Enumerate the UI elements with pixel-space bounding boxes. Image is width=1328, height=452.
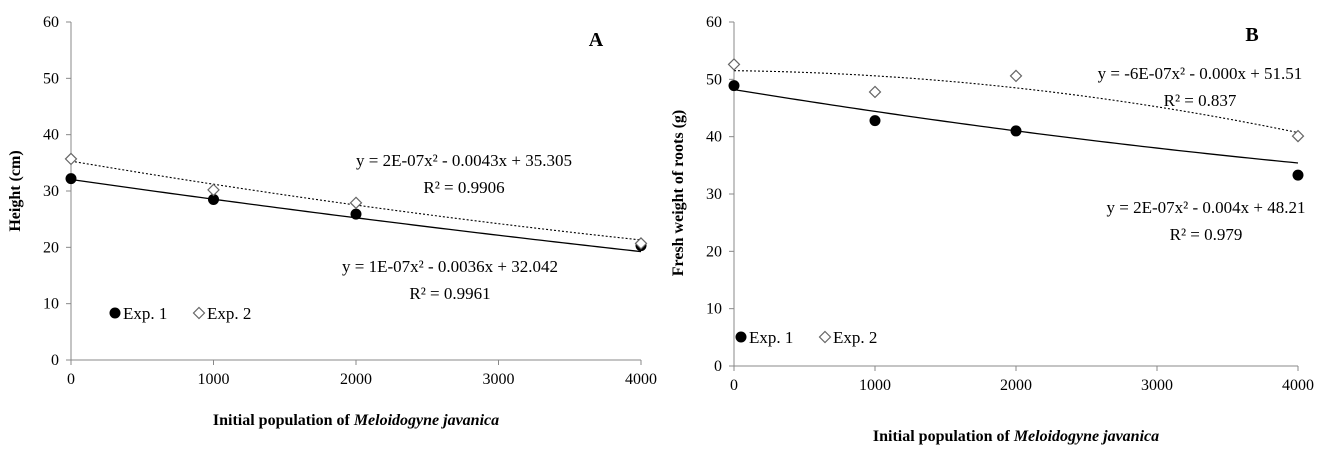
panel-a-y-tick-label: 30 xyxy=(43,183,59,200)
panel-a-series-1-point xyxy=(65,173,77,185)
panel-b-series-1-point xyxy=(1010,125,1022,137)
panel-b-legend-exp2-label: Exp. 2 xyxy=(833,328,877,347)
panel-b-y-tick-label: 10 xyxy=(706,301,722,318)
panel-a-x-axis-title-species: Meloidogyne javanica xyxy=(353,412,499,429)
panel-a-series-2-point xyxy=(207,183,220,197)
panel-b-x-axis-title: Initial population of Meloidogyne javani… xyxy=(873,428,1159,445)
panel-a-series-2-equation: y = 2E-07x² - 0.0043x + 35.305 xyxy=(356,151,572,170)
panel-a-series-1-equation: y = 1E-07x² - 0.0036x + 32.042 xyxy=(342,257,558,276)
panel-a-label: A xyxy=(589,29,604,51)
panel-a-x-tick-label: 1000 xyxy=(198,371,230,388)
panel-b-series-1-equation: y = 2E-07x² - 0.004x + 48.21 xyxy=(1107,198,1306,217)
panel-a-y-tick-label: 10 xyxy=(43,296,59,313)
panel-b-y-tick-label: 50 xyxy=(706,71,722,88)
panel-b-y-axis-title: Fresh weight of roots (g) xyxy=(670,110,687,277)
panel-b-series-2-point xyxy=(727,58,741,71)
panel-a-y-tick-label: 0 xyxy=(51,352,59,369)
panel-b-series-1-point xyxy=(1292,169,1304,181)
panel-b-x-tick-label: 2000 xyxy=(1000,377,1032,394)
panel-b-series-2-trendline xyxy=(733,70,1299,134)
panel-a-x-tick-label: 0 xyxy=(67,371,75,388)
panel-b-label: B xyxy=(1245,24,1258,46)
panel-b-legend-exp2-marker xyxy=(818,330,832,344)
panel-a-legend-exp2-label: Exp. 2 xyxy=(207,304,251,323)
panel-a-x-tick-label: 3000 xyxy=(483,371,515,388)
panel-a-legend-exp1-marker xyxy=(109,307,121,319)
panel-a-y-tick-label: 50 xyxy=(43,70,59,87)
panel-b-x-tick-label: 4000 xyxy=(1282,377,1314,394)
panel-a-series-1-r2: R² = 0.9961 xyxy=(409,284,490,303)
panel-a-x-tick-label: 4000 xyxy=(625,371,657,388)
panel-a-x-tick-label: 2000 xyxy=(340,371,372,388)
panel-b-series-2-point xyxy=(1009,69,1023,83)
panel-b-x-axis-title-species: Meloidogyne javanica xyxy=(1013,428,1159,445)
panel-b-series-1-point xyxy=(728,80,740,92)
panel-a-x-axis-title-prefix: Initial population of xyxy=(213,412,354,429)
panel-b-y-tick-label: 40 xyxy=(706,129,722,146)
panel-a-y-tick-label: 20 xyxy=(43,239,59,256)
panel-b-y-tick-label: 20 xyxy=(706,243,722,260)
panel-b-y-tick-label: 30 xyxy=(706,186,722,203)
panel-b-legend-exp1-marker xyxy=(735,331,747,343)
panel-a-legend-exp1-label: Exp. 1 xyxy=(123,304,167,323)
panel-a-y-axis-title: Height (cm) xyxy=(7,150,24,231)
panel-b-series-2-r2: R² = 0.837 xyxy=(1164,91,1237,110)
panel-a-series-2-r2: R² = 0.9906 xyxy=(423,178,504,197)
panel-b-x-tick-label: 0 xyxy=(730,377,738,394)
panel-a-y-tick-label: 40 xyxy=(43,127,59,144)
panel-b-series-2-point xyxy=(868,85,882,99)
panel-b-series-2-point xyxy=(1291,129,1305,143)
panel-a-series-1-point xyxy=(350,208,362,220)
panel-b-x-tick-label: 1000 xyxy=(859,377,891,394)
panel-b-legend-exp1-label: Exp. 1 xyxy=(749,328,793,347)
panel-b-series-1-point xyxy=(869,115,881,127)
panel-b-x-axis-title-prefix: Initial population of xyxy=(873,428,1014,445)
panel-b-series-1-r2: R² = 0.979 xyxy=(1170,225,1243,244)
panel-b-series-2-equation: y = -6E-07x² - 0.000x + 51.51 xyxy=(1098,64,1303,83)
panel-a-series-2-point xyxy=(64,152,78,166)
panel-a-y-tick-label: 60 xyxy=(43,14,59,31)
panel-b-y-tick-label: 60 xyxy=(706,14,722,31)
panel-a-x-axis-title: Initial population of Meloidogyne javani… xyxy=(213,412,499,429)
panel-b-y-tick-label: 0 xyxy=(714,358,722,375)
panel-b-x-tick-label: 3000 xyxy=(1141,377,1173,394)
panel-a-series-2-point xyxy=(634,237,648,250)
panel-a-series-1-point xyxy=(208,193,219,205)
panel-a-legend-exp2-marker xyxy=(192,306,206,320)
panel-a-series-2-point xyxy=(349,196,363,210)
